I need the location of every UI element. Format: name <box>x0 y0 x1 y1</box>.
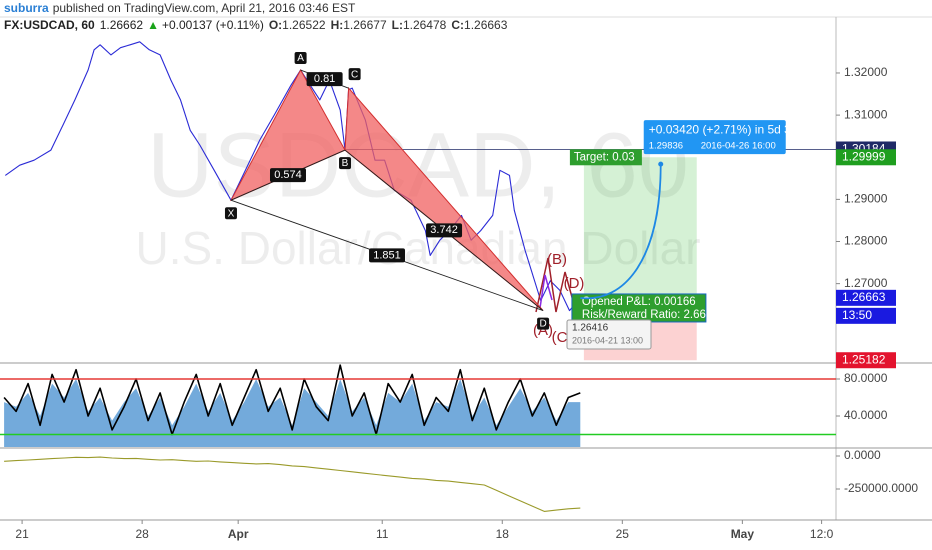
point-label: X <box>228 208 235 219</box>
crosshair-price: 1.26416 <box>572 323 609 334</box>
price-tag-label: 1.26663 <box>842 290 886 304</box>
y-tick-label: 1.32000 <box>844 65 888 79</box>
profit-zone <box>583 157 697 298</box>
ratio-label: 0.81 <box>314 73 335 85</box>
change: +0.00137 (+0.11%) <box>162 18 264 32</box>
open: 1.26522 <box>282 18 326 32</box>
author[interactable]: suburra <box>4 1 49 15</box>
ratio-label: 3.742 <box>430 224 458 236</box>
open-label: O: <box>269 18 282 32</box>
price-tag <box>836 289 896 306</box>
x-tick-label: 25 <box>616 527 630 541</box>
high: 1.26677 <box>343 18 387 32</box>
rr-label: Risk/Reward Ratio: 2.66 <box>582 309 706 321</box>
ratio-box <box>306 72 343 87</box>
countdown-label: 13:50 <box>842 308 872 322</box>
y-tick-label: 1.31000 <box>844 107 888 121</box>
projection-time: 2016-04-26 16:00 <box>701 141 776 152</box>
point-label: B <box>342 158 349 169</box>
last-price: 1.26662 <box>100 18 144 32</box>
point-box <box>294 52 307 65</box>
price-tag <box>836 149 896 166</box>
pattern-label: (B) <box>547 251 567 268</box>
y-tick-label: 40.0000 <box>844 408 888 422</box>
point-box <box>339 157 352 170</box>
low-label: L: <box>392 18 403 32</box>
x-tick-label: 18 <box>496 527 510 541</box>
sub-pattern <box>535 257 576 313</box>
price-tag-label: 1.29999 <box>842 149 886 163</box>
ratio-box <box>369 248 406 263</box>
symbol-line: FX:USDCAD, 60 1.26662 ▲ +0.00137 (+0.11%) O:… <box>4 18 508 32</box>
y-tick-label: 1.27000 <box>844 276 888 290</box>
x-tick-label: May <box>731 527 755 541</box>
target-box <box>569 149 642 166</box>
y-tick-label: 1.28000 <box>844 234 888 248</box>
y-tick-label: 0.0000 <box>844 448 881 462</box>
ratio-label: 1.851 <box>373 249 401 261</box>
price-tag-label: 1.25182 <box>842 352 886 366</box>
projection-box <box>643 120 786 155</box>
low: 1.26478 <box>403 18 447 32</box>
overlays: (A) (B) (C) (D) 0.5740.813.7421.851XABCD… <box>224 52 896 369</box>
crosshair-time: 2016-04-21 13:00 <box>572 335 643 345</box>
projection-label: +0.03420 (+2.71%) in 5d 3h <box>649 122 798 136</box>
point-label: D <box>539 319 546 330</box>
line <box>4 41 581 312</box>
x-tick-label: Apr <box>228 527 249 541</box>
crosshair-tooltip: 1.26416 2016-04-21 13:00 <box>566 319 652 350</box>
x-tick-label: 12:0 <box>810 527 834 541</box>
line <box>4 456 581 512</box>
x-tick-label: 11 <box>376 527 389 541</box>
close-label: C: <box>451 18 464 32</box>
target-label: Target: 0.03 <box>574 151 635 163</box>
close: 1.26663 <box>464 18 508 32</box>
watermark-subtitle: U.S. Dollar/Canadian Dollar <box>135 222 700 274</box>
point-label: C <box>351 69 358 80</box>
projection-point <box>658 161 664 167</box>
line <box>3 364 581 436</box>
x-tick-label: 28 <box>135 527 149 541</box>
point-box <box>537 317 550 330</box>
point-box <box>224 207 237 220</box>
y-tick-label: -250000.0000 <box>844 481 918 495</box>
x-tick-label: 21 <box>15 527 29 541</box>
ratio-box <box>426 223 463 238</box>
symbol: FX:USDCAD, 60 <box>4 18 95 32</box>
published-line: suburra published on TradingView.com, Apr… <box>4 1 356 15</box>
y-tick-label: 1.29000 <box>844 192 888 206</box>
projection-curve <box>580 164 662 300</box>
y-tick-label: 80.0000 <box>844 371 888 385</box>
countdown-tag <box>836 307 896 324</box>
price-tag <box>836 352 896 369</box>
point-label: A <box>297 53 304 64</box>
pnl-label: Opened P&L: 0.00166 <box>582 296 696 308</box>
published: published on TradingView.com, April 21, … <box>53 1 356 15</box>
area <box>4 379 581 447</box>
ratio-label: 0.574 <box>274 169 302 181</box>
up-arrow: ▲ <box>147 18 159 32</box>
tooltip-box <box>566 319 652 350</box>
point-box <box>348 68 361 81</box>
projection-price: 1.29836 <box>649 141 683 152</box>
sub-pattern-leg <box>539 274 553 309</box>
pattern-label: (D) <box>564 275 585 292</box>
high-label: H: <box>331 18 344 32</box>
ratio-box <box>269 168 306 183</box>
